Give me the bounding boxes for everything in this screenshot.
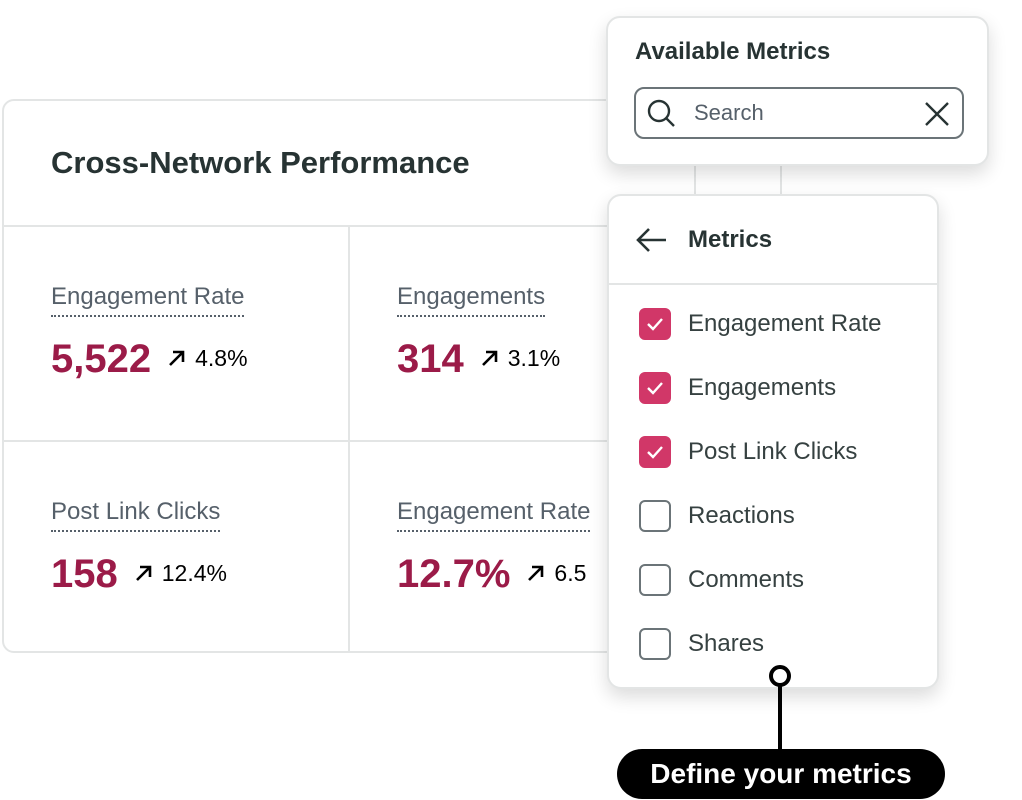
callout-line	[778, 686, 782, 752]
close-icon[interactable]	[924, 101, 950, 127]
checkbox[interactable]	[639, 372, 671, 404]
metric-label[interactable]: Engagement Rate	[397, 498, 591, 532]
search-input[interactable]	[694, 99, 914, 127]
metric-delta: 4.8%	[167, 345, 248, 371]
metric-option-label: Comments	[688, 566, 805, 593]
metric-number: 12.7%	[397, 552, 511, 596]
metric-label[interactable]: Engagements	[397, 283, 546, 317]
back-arrow-icon[interactable]	[636, 227, 668, 253]
metric-option[interactable]: Shares	[639, 627, 764, 661]
available-metrics-panel: Available Metrics	[606, 16, 989, 166]
metric-tile: Post Link Clicks 158 12.4%	[4, 442, 350, 651]
metric-number: 158	[51, 552, 118, 596]
metric-value: 314 3.1%	[397, 337, 560, 382]
arrow-up-right-icon	[169, 350, 185, 366]
metric-delta: 3.1%	[480, 345, 560, 371]
check-icon	[647, 446, 663, 459]
checkbox[interactable]	[639, 500, 671, 532]
divider	[4, 225, 780, 227]
card-title: Cross-Network Performance	[51, 145, 470, 180]
checkbox[interactable]	[639, 436, 671, 468]
metric-delta: 12.4%	[134, 560, 227, 586]
metric-option[interactable]: Post Link Clicks	[639, 435, 857, 469]
metric-option-label: Engagement Rate	[688, 310, 882, 337]
metric-tile: Engagement Rate 12.7% 6.5	[350, 442, 696, 651]
check-icon	[647, 382, 663, 395]
metric-delta-value: 6.5	[554, 560, 587, 586]
metrics-header: Metrics	[609, 196, 937, 285]
metric-option-label: Reactions	[688, 502, 795, 529]
metric-option-label: Engagements	[688, 374, 837, 401]
metric-value: 12.7% 6.5	[397, 552, 586, 597]
metric-option-label: Post Link Clicks	[688, 438, 858, 465]
divider	[4, 440, 780, 442]
metrics-panel: Metrics Engagement Rate Engagements Post L…	[607, 194, 939, 689]
metric-label[interactable]: Post Link Clicks	[51, 498, 221, 532]
metric-value: 5,522 4.8%	[51, 337, 248, 382]
check-icon	[647, 318, 663, 331]
arrow-up-right-icon	[481, 350, 498, 366]
metric-delta: 6.5	[526, 560, 586, 586]
checkbox[interactable]	[639, 308, 671, 340]
metric-number: 314	[397, 337, 464, 381]
metric-option[interactable]: Engagements	[639, 371, 836, 405]
metric-tile: Engagements 314 3.1%	[350, 227, 696, 441]
metric-label[interactable]: Engagement Rate	[51, 283, 245, 317]
arrow-up-right-icon	[135, 565, 152, 581]
metric-delta-value: 12.4%	[161, 560, 227, 586]
metric-number: 5,522	[51, 337, 152, 381]
callout-dot	[769, 665, 791, 687]
metric-option[interactable]: Engagement Rate	[639, 307, 881, 341]
arrow-up-right-icon	[528, 565, 544, 581]
checkbox[interactable]	[639, 628, 671, 660]
panel-title: Available Metrics	[635, 38, 831, 65]
checkbox[interactable]	[639, 564, 671, 596]
metric-value: 158 12.4%	[51, 552, 227, 597]
metric-delta-value: 4.8%	[195, 345, 248, 371]
search-icon	[647, 99, 675, 127]
metric-option-label: Shares	[688, 630, 765, 657]
metrics-title: Metrics	[688, 226, 773, 253]
callout-label: Define your metrics	[617, 749, 945, 799]
metric-option[interactable]: Comments	[639, 563, 804, 597]
divider	[348, 225, 350, 651]
search-box[interactable]	[634, 87, 964, 139]
metric-delta-value: 3.1%	[507, 345, 561, 371]
metric-tile: Engagement Rate 5,522 4.8%	[4, 227, 350, 441]
metric-option[interactable]: Reactions	[639, 499, 795, 533]
